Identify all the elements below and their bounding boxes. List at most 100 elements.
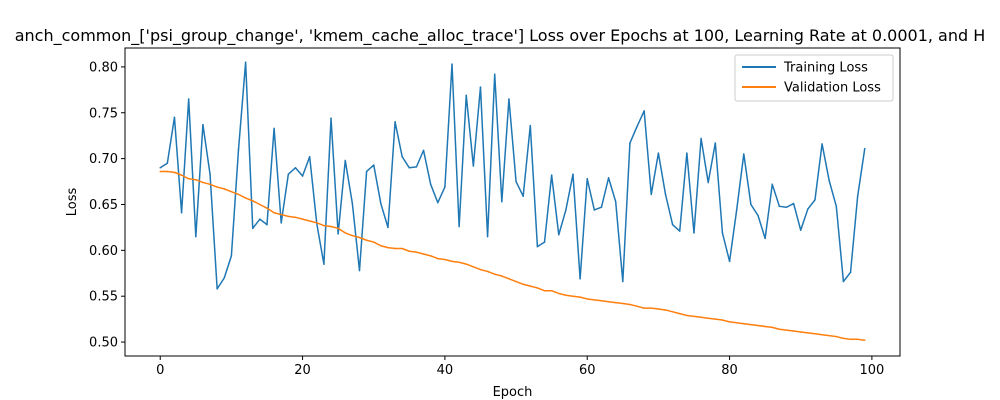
validation-loss-point	[323, 224, 325, 227]
validation-loss-point	[785, 329, 788, 331]
training-loss-point	[429, 183, 432, 186]
validation-loss-point	[750, 323, 752, 326]
legend-label-validation: Validation Loss	[784, 81, 881, 96]
validation-loss-point	[301, 218, 304, 220]
y-tick-label: 0.60	[89, 244, 118, 259]
training-loss-point	[864, 147, 866, 150]
validation-loss-point	[365, 239, 368, 241]
training-loss-point	[166, 162, 169, 164]
y-tick-label: 0.70	[89, 152, 118, 167]
validation-loss-point	[536, 287, 539, 289]
validation-loss-point	[437, 257, 439, 260]
validation-loss-point	[607, 300, 610, 303]
training-loss-point	[693, 232, 695, 234]
validation-loss-point	[579, 296, 581, 298]
training-loss-point	[202, 123, 204, 126]
validation-loss-point	[849, 338, 852, 341]
training-loss-point	[550, 174, 553, 176]
x-tick-label: 40	[437, 363, 454, 378]
plot-frame	[124, 47, 901, 357]
validation-loss-point	[451, 260, 453, 263]
training-loss-point	[422, 149, 425, 152]
training-loss-point	[757, 214, 759, 217]
y-tick-label: 0.50	[89, 336, 118, 351]
validation-loss-point	[678, 312, 681, 315]
training-loss-point	[380, 202, 382, 205]
validation-loss-point	[572, 295, 574, 297]
legend-label-training: Training Loss	[783, 61, 868, 76]
training-loss-point	[437, 201, 439, 204]
validation-loss-point	[735, 322, 738, 324]
training-loss-point	[807, 208, 809, 210]
training-loss-point	[671, 223, 674, 226]
training-loss-point	[486, 235, 489, 238]
training-loss-point	[444, 186, 446, 188]
training-loss-point	[244, 61, 247, 64]
training-loss-point	[209, 173, 211, 175]
validation-loss-point	[209, 183, 211, 186]
validation-loss-point	[622, 302, 624, 305]
training-loss-point	[223, 277, 226, 279]
training-loss-point	[394, 121, 396, 123]
y-tick-label: 0.55	[89, 290, 118, 305]
training-loss-point	[643, 110, 645, 112]
training-loss-point	[493, 73, 496, 75]
training-loss-point	[764, 237, 766, 240]
chart-title: anch_common_['psi_group_change', 'kmem_c…	[15, 26, 986, 46]
validation-loss-point	[195, 178, 197, 181]
validation-loss-point	[743, 322, 745, 325]
training-loss-point	[259, 218, 261, 220]
validation-loss-point	[636, 305, 638, 308]
validation-loss-point	[550, 289, 553, 292]
validation-loss-point	[558, 292, 560, 295]
validation-loss-point	[173, 171, 176, 174]
y-axis: 0.50 0.55 0.60 0.65 0.70 0.75 0.80	[89, 60, 125, 351]
validation-loss-point	[721, 319, 724, 321]
training-loss-point	[159, 167, 161, 169]
validation-loss-point	[344, 232, 347, 234]
validation-loss-point	[422, 253, 425, 255]
validation-loss-point	[650, 307, 653, 309]
validation-loss-point	[529, 285, 532, 287]
training-loss-point	[622, 280, 624, 283]
training-loss-point	[657, 152, 660, 154]
training-loss-point	[216, 288, 218, 290]
validation-loss-point	[401, 247, 403, 250]
validation-loss-point	[707, 317, 709, 319]
training-loss-point	[728, 260, 731, 263]
training-loss-point	[372, 164, 375, 166]
validation-loss-point	[614, 301, 617, 304]
training-loss-point	[593, 209, 596, 211]
training-loss-point	[614, 200, 617, 203]
training-loss-point	[187, 98, 190, 100]
validation-loss-point	[351, 234, 354, 237]
training-loss-point	[664, 193, 667, 196]
training-loss-point	[458, 225, 460, 228]
validation-loss-point	[515, 280, 517, 283]
training-loss-point	[472, 165, 475, 167]
training-loss-point	[536, 245, 539, 248]
validation-loss-point	[187, 178, 190, 180]
validation-loss-point	[444, 258, 446, 261]
training-loss-point	[600, 206, 603, 208]
validation-loss-point	[408, 250, 411, 252]
validation-loss-point	[864, 339, 866, 341]
training-loss-point	[337, 233, 339, 235]
training-loss-point	[785, 206, 788, 208]
training-loss-point	[543, 241, 546, 243]
training-loss-point	[308, 156, 311, 158]
validation-loss-point	[251, 200, 254, 202]
validation-loss-point	[387, 246, 389, 249]
training-loss-point	[771, 183, 774, 186]
training-loss-point	[344, 159, 347, 162]
validation-loss-point	[856, 338, 859, 341]
validation-loss-point	[814, 333, 816, 335]
training-loss-point	[678, 230, 681, 232]
training-loss-point	[330, 117, 332, 120]
training-loss-point	[529, 124, 532, 127]
validation-loss-point	[586, 298, 588, 300]
training-loss-point	[799, 229, 802, 231]
training-loss-point	[358, 269, 361, 272]
validation-loss-point	[415, 251, 418, 253]
validation-loss-point	[259, 203, 261, 206]
